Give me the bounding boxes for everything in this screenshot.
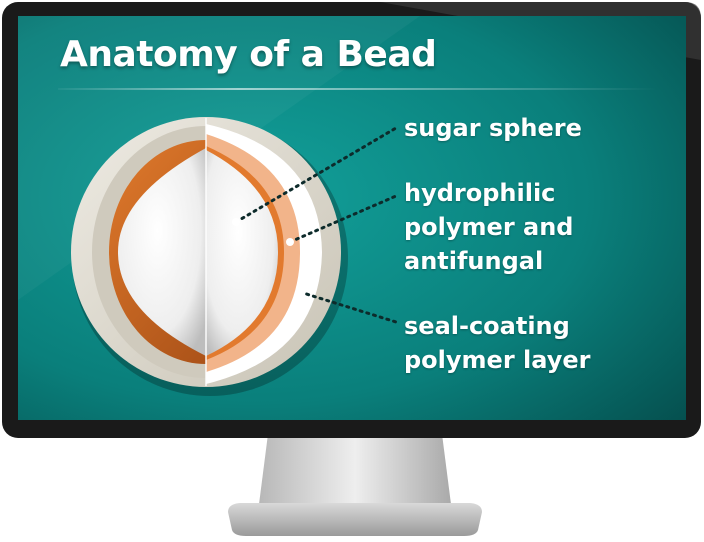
bead-cross-section [71,117,348,396]
label-sugar-sphere: sugar sphere [404,114,582,142]
leader-line-seal [298,290,398,324]
marker-dot-sugar [232,218,240,226]
leader-lines [234,126,398,324]
label-hydrophilic-polymer: hydrophilic polymer and antifungal [404,179,574,275]
slide-title: Anatomy of a Bead [60,34,437,75]
marker-dot-hydrophilic [286,238,294,246]
marker-dot-seal [296,288,304,296]
monitor-stand [228,434,482,536]
leader-dots [232,218,304,296]
leader-line-hydrophilic [288,194,398,244]
leader-line-sugar [234,126,398,224]
label-seal-coating: seal-coating polymer layer [404,312,591,374]
title-divider [58,88,658,90]
